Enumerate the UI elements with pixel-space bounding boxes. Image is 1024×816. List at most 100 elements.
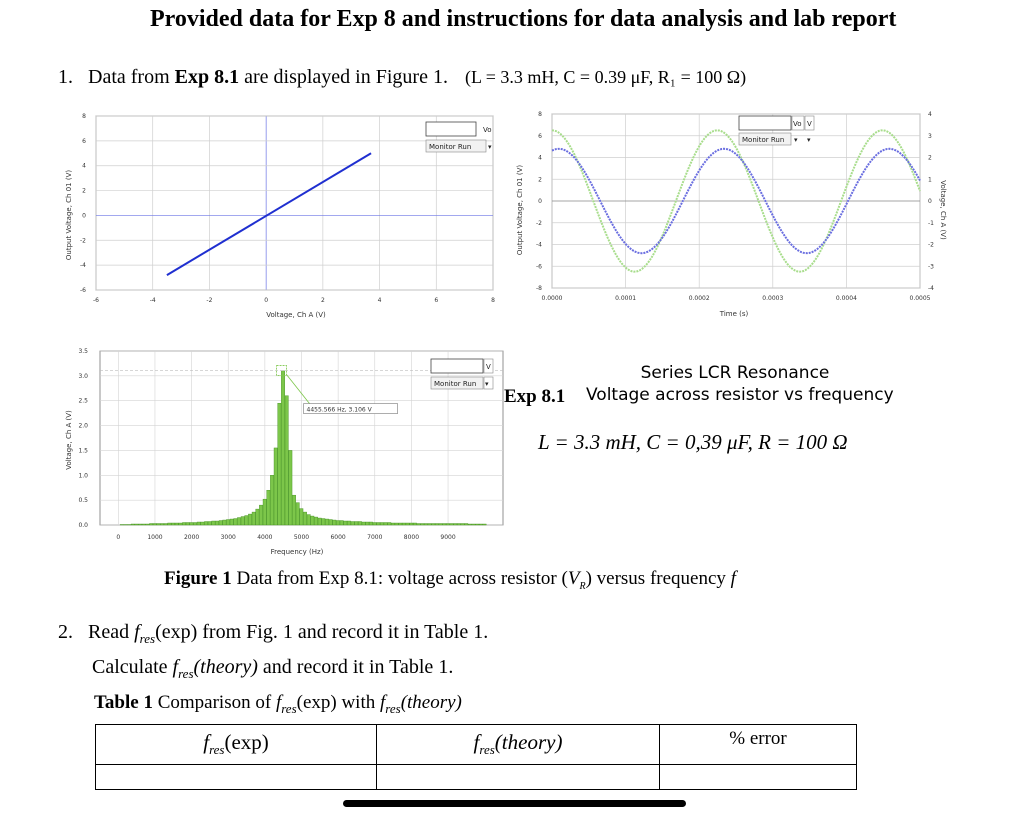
- chart3-bar: [193, 522, 197, 526]
- chart1-mode-select[interactable]: [425, 139, 487, 153]
- chart3-mode-select[interactable]: [430, 376, 484, 390]
- chart2-monitor-control[interactable]: Vo V Monitor Run ▾ ▾: [738, 115, 815, 146]
- chart3-bar: [303, 511, 307, 526]
- chart1-y-tick-label: 0: [82, 212, 86, 219]
- vr-subscript: R: [579, 580, 586, 592]
- chart3-bar: [251, 511, 256, 526]
- chart3-bar: [310, 515, 315, 526]
- item-1: 1. Data from Exp 8.1 are displayed in Fi…: [58, 66, 746, 89]
- chart3-value-box[interactable]: [430, 358, 484, 374]
- chart2-y-tick-label-right: -2: [928, 242, 934, 249]
- chart2-series-line-2: [551, 147, 921, 255]
- table-caption-theory: (theory): [400, 692, 462, 713]
- chart3-y-tick-label: 1.0: [78, 472, 88, 479]
- chart3-bar: [361, 521, 366, 526]
- res-subscript: res: [281, 700, 297, 716]
- chart3-bar: [464, 523, 469, 526]
- chart1-x-tick-label: -2: [206, 297, 212, 304]
- chevron-down-icon[interactable]: ▾: [807, 136, 811, 144]
- header-exp-text: (exp): [224, 730, 269, 755]
- chart3-y-tick-label: 0.0: [78, 522, 88, 529]
- chart3-bar: [376, 522, 381, 526]
- chart3-x-tick-label: 4000: [257, 534, 272, 541]
- chart1-value-box[interactable]: [425, 121, 477, 137]
- item-2-line2-a: Calculate: [92, 656, 173, 678]
- chart3-annotation-box: [303, 403, 398, 414]
- chart2-y-tick-label-left: -8: [536, 285, 542, 292]
- chart3-bar: [215, 520, 219, 526]
- chart3-bar: [292, 494, 296, 526]
- chart3-ticks: 0 1000 2000 3000 4000 5000 6000 7000 8000 9000 3.5…: [78, 348, 455, 541]
- chart2-value-box[interactable]: [738, 115, 792, 131]
- table-cell-error[interactable]: [659, 764, 857, 790]
- chart1-y-tick-label: 4: [82, 163, 86, 170]
- chart2-x-tick-label: 0.0000: [542, 295, 563, 302]
- chart1-x-tick-label: 8: [491, 297, 495, 304]
- item-1-text-after: are displayed in Figure 1.: [239, 66, 448, 88]
- chart3-bar: [237, 517, 241, 526]
- chart3-y-tick-label: 3.0: [78, 373, 88, 380]
- chart3-bar: [317, 517, 322, 526]
- chart3-bar: [281, 370, 285, 526]
- table-header-error: % error: [659, 724, 857, 765]
- chart3-bar: [453, 523, 458, 526]
- chart3-x-tick-label: 7000: [367, 534, 382, 541]
- chart3-bar: [130, 523, 135, 526]
- chart3-bar: [178, 522, 183, 526]
- chart3-bar: [394, 522, 399, 526]
- chart-output-vs-input-voltage: -6 -4 -2 0 2 4 6 8 8 6 4 2 0 -2 -4 -6 Voltage, Ch A (V)…: [65, 113, 495, 319]
- chart3-bar: [226, 519, 230, 526]
- item-2-line2-c: and record it in Table 1.: [257, 656, 454, 678]
- lcr-parameters: L = 3.3 mH, C = 0,39 μF, R = 100 Ω: [538, 430, 848, 454]
- chart3-bar: [196, 521, 201, 526]
- chart3-bar: [482, 523, 487, 526]
- table-caption-label: Table 1: [94, 692, 153, 713]
- chevron-down-icon[interactable]: ▾: [485, 380, 489, 388]
- chart3-x-axis-label: Frequency (Hz): [271, 548, 324, 556]
- chart3-bar: [365, 521, 370, 526]
- chart2-y-tick-label-left: 8: [538, 111, 542, 118]
- item-2-line-2: Calculate fres(theory) and record it in …: [92, 656, 453, 682]
- chart3-bar: [284, 395, 289, 526]
- f-res-symbol: f: [134, 621, 140, 643]
- chart3-bar: [449, 523, 454, 526]
- chevron-down-icon[interactable]: ▾: [794, 136, 798, 144]
- chart3-monitor-control[interactable]: V Monitor Run ▾: [430, 358, 494, 390]
- chart3-bar: [127, 524, 132, 526]
- chart1-y-axis-label: Output Voltage, Ch 01 (V): [65, 170, 73, 260]
- chart1-y-tick-label: 8: [82, 113, 86, 120]
- chart2-mode-select[interactable]: [738, 132, 792, 146]
- lcr-plot-title: Series LCR Resonance: [640, 363, 830, 383]
- chart3-bar: [119, 524, 124, 526]
- chart2-y-tick-label-right: 1: [928, 176, 932, 183]
- chart3-bar: [354, 521, 359, 526]
- chart3-bar: [339, 520, 344, 526]
- chart3-bar: [152, 523, 157, 526]
- chevron-down-icon[interactable]: ▾: [488, 143, 492, 151]
- chart3-annotation-leader: [286, 374, 310, 404]
- chart3-x-tick-label: 6000: [330, 534, 345, 541]
- chart3-bar: [273, 447, 278, 526]
- chart3-bar: [369, 521, 373, 526]
- chart1-series: [166, 152, 372, 276]
- chart2-y-tick-label-left: 4: [538, 155, 542, 162]
- item-1-bold: Exp 8.1: [174, 66, 240, 88]
- chart3-bar: [416, 523, 421, 526]
- res-subscript: res: [139, 631, 156, 646]
- chart3-bar: [457, 523, 461, 526]
- chart1-monitor-control[interactable]: Vo Monitor Run ▾: [425, 121, 492, 153]
- table-header-theory: fres(theory): [376, 724, 660, 765]
- chart3-bar: [141, 523, 146, 526]
- chart1-x-tick-label: -4: [150, 297, 156, 304]
- chart3-y-tick-label: 3.5: [78, 348, 88, 355]
- f-res-symbol: f: [275, 692, 282, 713]
- table-cell-exp[interactable]: [95, 764, 377, 790]
- chart2-x-tick-label: 0.0004: [836, 295, 857, 302]
- chart2-y-tick-label-right: -1: [928, 220, 934, 227]
- chart3-bar: [244, 515, 249, 526]
- document-title: Provided data for Exp 8 and instructions…: [150, 6, 897, 32]
- chart2-y-tick-label-right: -4: [928, 285, 934, 292]
- chart2-y-tick-label-right: -3: [928, 263, 934, 270]
- table-cell-theory[interactable]: [376, 764, 660, 790]
- chart3-bar: [123, 524, 128, 526]
